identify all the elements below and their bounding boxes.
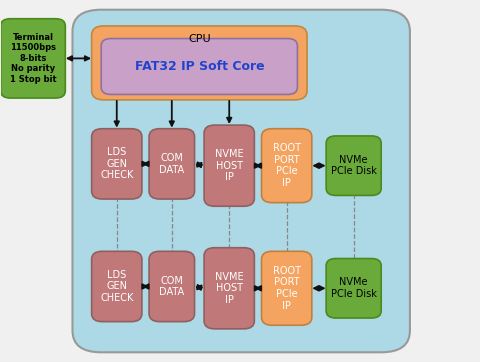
Text: NVMe
PCIe Disk: NVMe PCIe Disk — [331, 155, 377, 176]
Text: NVMe
PCIe Disk: NVMe PCIe Disk — [331, 278, 377, 299]
FancyBboxPatch shape — [326, 258, 381, 318]
FancyBboxPatch shape — [204, 248, 254, 329]
Text: LDS
GEN
CHECK: LDS GEN CHECK — [100, 147, 133, 181]
FancyBboxPatch shape — [149, 129, 194, 199]
Text: ROOT
PORT
PCIe
IP: ROOT PORT PCIe IP — [273, 266, 300, 311]
FancyBboxPatch shape — [0, 19, 65, 98]
Text: ROOT
PORT
PCIe
IP: ROOT PORT PCIe IP — [273, 143, 300, 188]
FancyBboxPatch shape — [262, 251, 312, 325]
Text: NVME
HOST
IP: NVME HOST IP — [215, 272, 243, 305]
FancyBboxPatch shape — [204, 125, 254, 206]
Text: CPU: CPU — [188, 34, 211, 44]
FancyBboxPatch shape — [92, 26, 307, 100]
FancyBboxPatch shape — [92, 251, 142, 322]
Text: FAT32 IP Soft Core: FAT32 IP Soft Core — [134, 60, 264, 73]
Text: COM
DATA: COM DATA — [159, 276, 184, 297]
FancyBboxPatch shape — [326, 136, 381, 195]
Text: NVME
HOST
IP: NVME HOST IP — [215, 149, 243, 182]
Text: COM
DATA: COM DATA — [159, 153, 184, 175]
FancyBboxPatch shape — [101, 39, 298, 94]
Text: LDS
GEN
CHECK: LDS GEN CHECK — [100, 270, 133, 303]
FancyBboxPatch shape — [72, 10, 410, 352]
FancyBboxPatch shape — [149, 251, 194, 322]
Text: Terminal
11500bps
8-bits
No parity
1 Stop bit: Terminal 11500bps 8-bits No parity 1 Sto… — [10, 33, 56, 84]
FancyBboxPatch shape — [92, 129, 142, 199]
FancyBboxPatch shape — [262, 129, 312, 203]
